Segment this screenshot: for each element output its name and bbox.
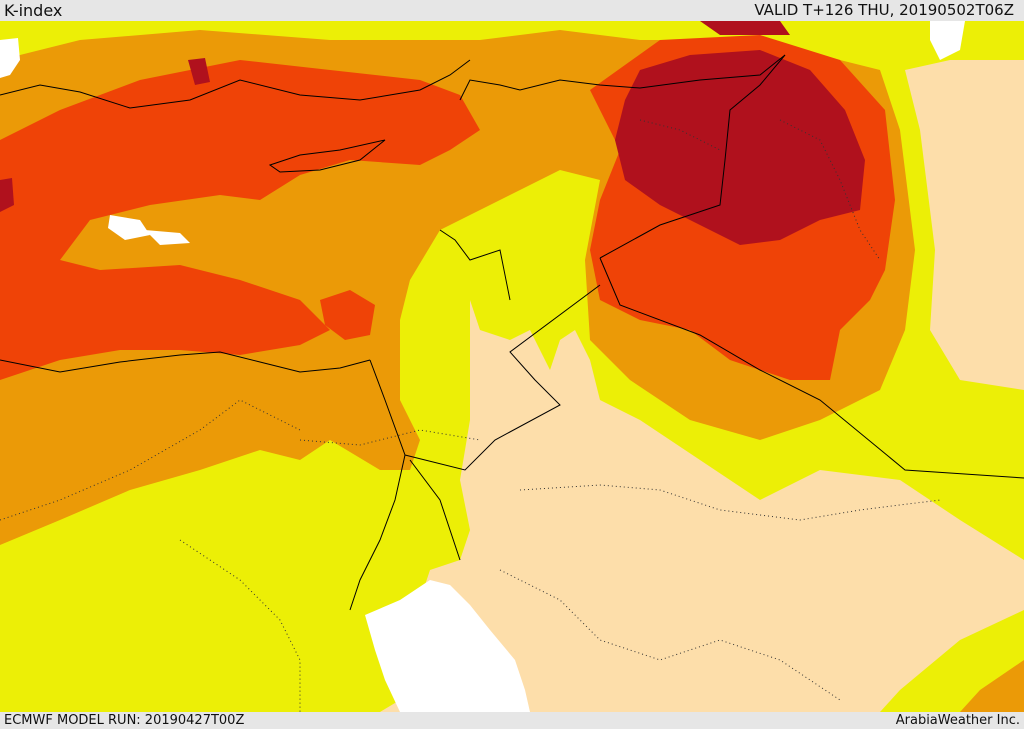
- map-title: K-index: [4, 1, 63, 20]
- k-very-high-area: [0, 21, 865, 245]
- credit: ArabiaWeather Inc.: [895, 713, 1020, 728]
- weather-map[interactable]: [0, 21, 1024, 712]
- admin-borders: [0, 119, 941, 712]
- header-bar: K-index VALID T+126 THU, 20190502T06Z: [0, 0, 1024, 21]
- model-run: ECMWF MODEL RUN: 20190427T00Z: [4, 713, 245, 728]
- sea-area: [0, 21, 965, 712]
- footer-bar: ECMWF MODEL RUN: 20190427T00Z ArabiaWeat…: [0, 712, 1024, 729]
- country-borders: [0, 54, 1024, 611]
- valid-time: VALID T+126 THU, 20190502T06Z: [754, 1, 1014, 19]
